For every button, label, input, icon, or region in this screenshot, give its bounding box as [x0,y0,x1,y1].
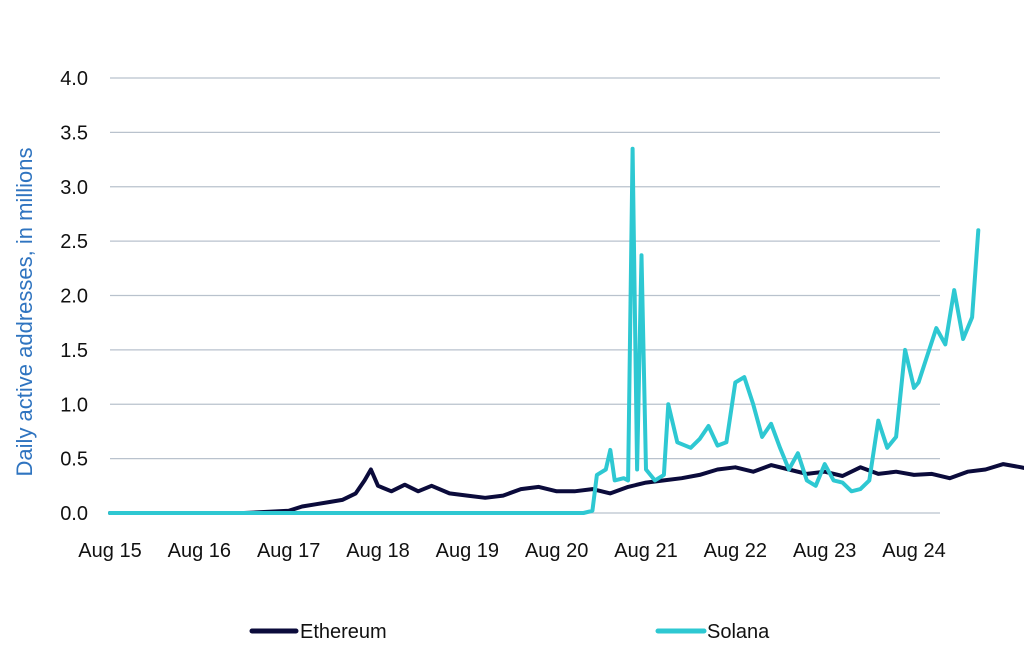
y-tick-label: 3.0 [60,177,88,199]
y-tick-label: 1.5 [60,340,88,362]
y-tick-label: 1.0 [60,394,88,416]
series-line-ethereum [108,462,1024,515]
legend-label-solana: Solana [707,621,770,643]
y-axis-ticks: 0.0 0.5 1.0 1.5 2.0 2.5 3.0 3.5 4.0 [60,68,88,525]
x-tick-label: Aug 18 [346,540,409,562]
x-tick-label: Aug 15 [78,540,141,562]
y-tick-label: 2.0 [60,286,88,308]
y-axis-title: Daily active addresses, in millions [12,148,37,477]
x-tick-label: Aug 16 [168,540,231,562]
x-tick-label: Aug 20 [525,540,588,562]
legend: Ethereum Solana [249,621,770,643]
x-tick-label: Aug 23 [793,540,856,562]
y-tick-label: 3.5 [60,122,88,144]
x-tick-label: Aug 24 [882,540,945,562]
x-tick-label: Aug 17 [257,540,320,562]
y-tick-label: 0.5 [60,449,88,471]
y-tick-label: 0.0 [60,503,88,525]
series-line-solana [108,146,981,515]
y-tick-label: 4.0 [60,68,88,90]
legend-label-ethereum: Ethereum [300,621,387,643]
y-tick-label: 2.5 [60,231,88,253]
x-tick-label: Aug 19 [436,540,499,562]
gridlines [110,77,940,514]
x-tick-label: Aug 22 [704,540,767,562]
x-axis-ticks: Aug 15 Aug 16 Aug 17 Aug 18 Aug 19 Aug 20 Aug … [78,540,945,562]
x-tick-label: Aug 21 [614,540,677,562]
series-lines [108,146,1024,515]
